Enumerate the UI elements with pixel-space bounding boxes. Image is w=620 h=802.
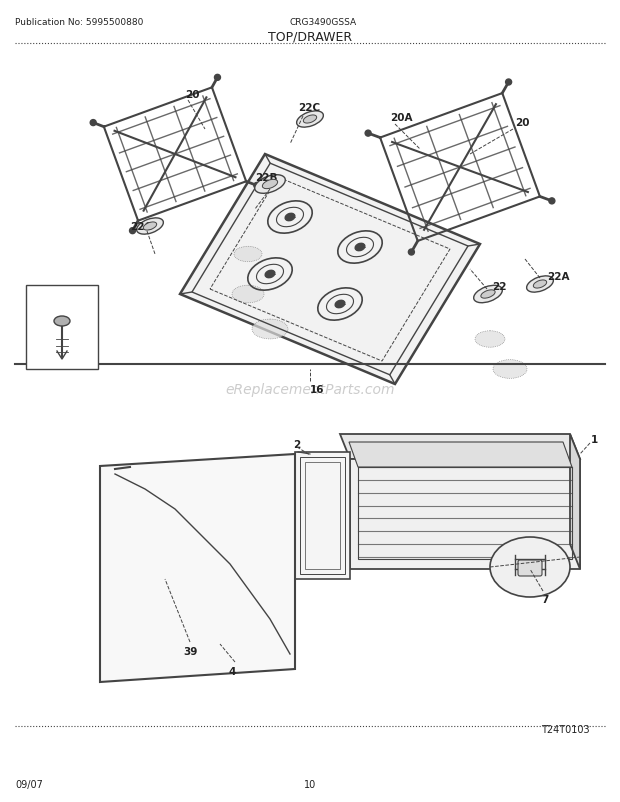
Text: 20: 20	[185, 90, 200, 100]
Circle shape	[130, 229, 136, 234]
Ellipse shape	[526, 277, 554, 293]
Ellipse shape	[255, 176, 285, 194]
Text: TOP/DRAWER: TOP/DRAWER	[268, 30, 352, 43]
Text: Publication No: 5995500880: Publication No: 5995500880	[15, 18, 143, 27]
Ellipse shape	[475, 331, 505, 348]
Text: 2: 2	[293, 439, 301, 449]
Ellipse shape	[296, 111, 324, 128]
Ellipse shape	[474, 286, 502, 303]
Ellipse shape	[136, 219, 164, 235]
Ellipse shape	[355, 244, 365, 251]
Ellipse shape	[490, 537, 570, 597]
Polygon shape	[570, 435, 580, 569]
Text: 10: 10	[304, 779, 316, 789]
Text: 22C: 22C	[298, 103, 320, 113]
Text: 39: 39	[183, 646, 197, 656]
Ellipse shape	[143, 223, 157, 231]
Ellipse shape	[234, 247, 262, 262]
Circle shape	[90, 120, 96, 127]
Polygon shape	[350, 460, 580, 569]
Ellipse shape	[493, 360, 527, 379]
Text: 22C: 22C	[130, 221, 152, 232]
Text: 20: 20	[515, 118, 529, 128]
Ellipse shape	[335, 301, 345, 308]
Text: eReplacementParts.com: eReplacementParts.com	[225, 383, 395, 396]
Text: 22B: 22B	[255, 172, 278, 183]
Polygon shape	[295, 452, 350, 579]
Text: 4: 4	[228, 666, 236, 676]
Text: 7: 7	[541, 594, 549, 604]
Ellipse shape	[303, 115, 317, 124]
Ellipse shape	[265, 271, 275, 278]
FancyBboxPatch shape	[26, 286, 98, 370]
Circle shape	[505, 80, 511, 86]
Text: 20A: 20A	[390, 113, 412, 123]
Text: CRG3490GSSA: CRG3490GSSA	[290, 18, 357, 27]
Polygon shape	[340, 435, 580, 460]
Text: 88: 88	[34, 294, 48, 305]
Polygon shape	[180, 155, 480, 384]
Ellipse shape	[481, 290, 495, 299]
Ellipse shape	[533, 281, 547, 289]
Ellipse shape	[232, 286, 264, 303]
Text: 1: 1	[590, 435, 598, 444]
Text: 09/07: 09/07	[15, 779, 43, 789]
Text: T24T0103: T24T0103	[541, 724, 590, 734]
Ellipse shape	[252, 320, 288, 339]
Text: 22: 22	[492, 282, 507, 292]
Polygon shape	[349, 443, 572, 468]
Text: 22A: 22A	[547, 272, 570, 282]
Polygon shape	[100, 455, 295, 683]
Text: 16: 16	[310, 384, 324, 395]
Circle shape	[254, 183, 260, 189]
Circle shape	[365, 131, 371, 137]
Ellipse shape	[54, 317, 70, 326]
FancyBboxPatch shape	[518, 561, 542, 577]
Circle shape	[549, 199, 555, 205]
Circle shape	[215, 75, 221, 81]
Ellipse shape	[262, 180, 278, 189]
Circle shape	[409, 249, 414, 256]
Ellipse shape	[285, 214, 295, 221]
